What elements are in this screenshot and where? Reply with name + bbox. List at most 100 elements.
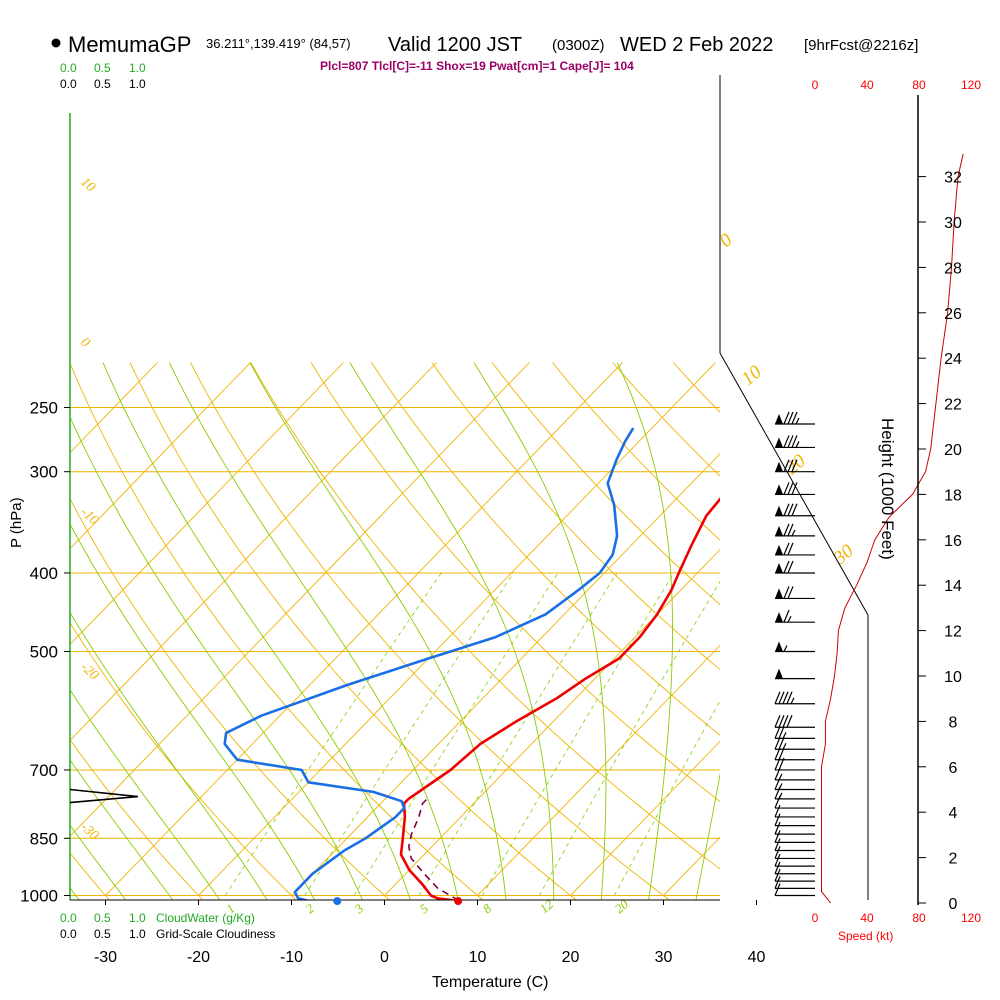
dry-adiabat-line [70, 621, 297, 900]
wind-barb-flag [783, 609, 790, 623]
height-tick-label: 2 [949, 851, 958, 868]
wind-barb [774, 715, 815, 728]
wind-barb-flag [783, 435, 790, 448]
wind-barb [775, 641, 815, 653]
moist-adiabat-line [70, 759, 174, 900]
isotherm-line [477, 644, 720, 896]
speed-tick-top: 0 [812, 78, 819, 92]
dry-adiabat-line [70, 362, 484, 900]
wind-barb-flag [778, 691, 785, 704]
parcel-line [407, 796, 460, 900]
isotherm-line [70, 362, 344, 646]
height-tick-label: 26 [944, 306, 962, 323]
wind-barb-half [783, 645, 788, 652]
wind-barb-flag [786, 691, 793, 704]
isotherm-line [570, 740, 720, 896]
isotherm-line [291, 453, 720, 896]
wind-barb [774, 830, 815, 844]
pressure-tick-label: 1000 [20, 887, 58, 906]
cloudiness-label: Grid-Scale Cloudiness [156, 927, 275, 941]
height-tick-label: 32 [944, 170, 962, 187]
wind-barb-flag [774, 804, 781, 818]
pressure-tick-label: 300 [30, 463, 58, 482]
wind-barb-half [787, 615, 792, 623]
isotherm-line [105, 362, 623, 896]
wind-barb-flag [774, 737, 781, 750]
pressure-tick-label: 250 [30, 399, 58, 418]
height-tick-label: 16 [944, 533, 962, 550]
moist-adiabat-line [616, 362, 673, 900]
moist-adiabat-line [168, 362, 459, 900]
speed-tick-bottom: 80 [912, 911, 926, 925]
temperature-tick-label: -10 [280, 949, 303, 966]
wind-barb [775, 560, 815, 574]
height-tick-label: 6 [949, 760, 958, 777]
wind-barb [774, 737, 815, 750]
wind-barb-pennant [775, 668, 783, 679]
wind-barb-pennant [775, 544, 783, 555]
wind-barb [775, 503, 815, 517]
wind-barb [775, 523, 815, 537]
speed-tick-bottom: 40 [860, 911, 874, 925]
wind-barb-pennant [775, 525, 783, 536]
wind-barb [774, 795, 815, 809]
cloudiness-line [69, 788, 139, 804]
wind-barb-pennant [775, 414, 783, 425]
speed-tick-top: 40 [860, 78, 874, 92]
wind-region-border [719, 352, 869, 900]
height-tick-label: 0 [949, 896, 958, 913]
height-tick-label: 28 [944, 260, 962, 277]
dry-adiabat-line [431, 362, 720, 671]
cloudwater-tick-top-0: 0.0 [60, 61, 77, 75]
dry-adiabat-line [371, 362, 720, 736]
height-tick-label: 22 [944, 397, 962, 414]
temperature-ticks: -30 -20 -10 0 10 20 30 40 [94, 900, 766, 966]
wind-barb-flag [787, 503, 794, 516]
height-tick-label: 30 [944, 215, 962, 232]
wind-barb-flag [774, 853, 781, 867]
wind-barb-pennant [775, 612, 783, 623]
isotherm-line [70, 362, 158, 454]
wind-barb-flag [774, 786, 781, 800]
mixing-ratio-line [304, 572, 514, 896]
wind-barb-flag [782, 715, 789, 728]
wind-barb-pennant [775, 484, 783, 495]
dry-adiabat-line [70, 739, 204, 900]
moist-adiabats [70, 362, 720, 900]
wind-barb-pennant [775, 461, 783, 472]
wind-barb-flag [791, 411, 798, 425]
dry-adiabat-line [70, 497, 391, 900]
wind-barb [775, 668, 815, 680]
wind-barb [774, 838, 815, 852]
temperature-tick-label: 40 [748, 949, 766, 966]
forecast-date: WED 2 Feb 2022 [620, 34, 773, 56]
wind-barbs [774, 411, 815, 897]
stability-indices: Plcl=807 Tlcl[C]=-11 Shox=19 Pwat[cm]=1 … [320, 59, 634, 73]
wind-barb-half [790, 697, 795, 705]
wind-barb [775, 482, 815, 496]
height-tick-label: 10 [944, 669, 962, 686]
wind-barb-flag [774, 876, 781, 889]
dry-adiabat-line [129, 362, 577, 900]
dry-adiabat-line [70, 852, 110, 900]
wind-barb-half [791, 529, 796, 537]
moist-adiabat-line [102, 362, 411, 900]
wind-barb [774, 853, 815, 867]
height-tick-label: 24 [944, 351, 962, 368]
wind-barb-flag [774, 777, 781, 790]
wind-barb [774, 813, 815, 827]
wind-barb-flag [778, 747, 785, 760]
pressure-tick-label: 400 [30, 564, 58, 583]
wind-barb [774, 821, 815, 835]
wind-barb [775, 435, 815, 449]
wind-barb-flag [774, 691, 781, 704]
cloudwater-tick-bottom-1: 0.5 [94, 911, 111, 925]
valid-time: Valid 1200 JST [388, 34, 522, 56]
cloudiness-tick-top-1: 0.5 [94, 77, 111, 91]
pressure-tick-label: 700 [30, 761, 58, 780]
cloudiness-tick-bottom-0: 0.0 [60, 927, 77, 941]
dewpoint-line [223, 427, 635, 900]
cloudiness-tick-bottom-2: 1.0 [129, 927, 146, 941]
